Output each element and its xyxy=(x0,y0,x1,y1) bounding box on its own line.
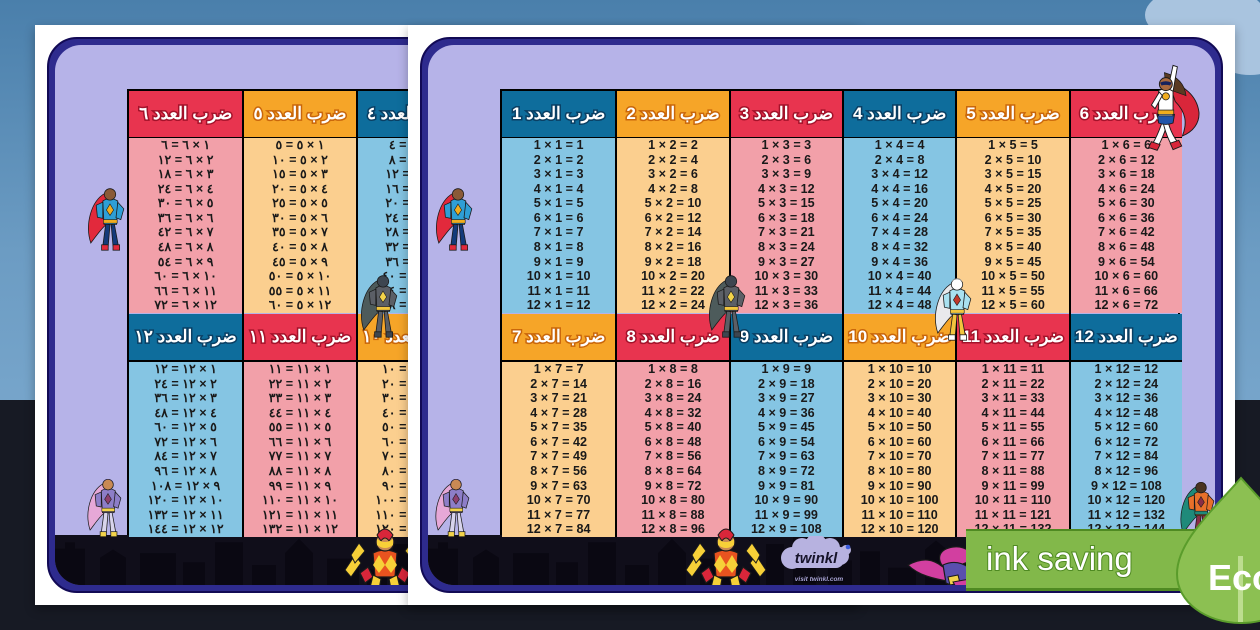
svg-text:twinkl: twinkl xyxy=(795,550,838,567)
svg-text:Eco: Eco xyxy=(1208,557,1260,598)
